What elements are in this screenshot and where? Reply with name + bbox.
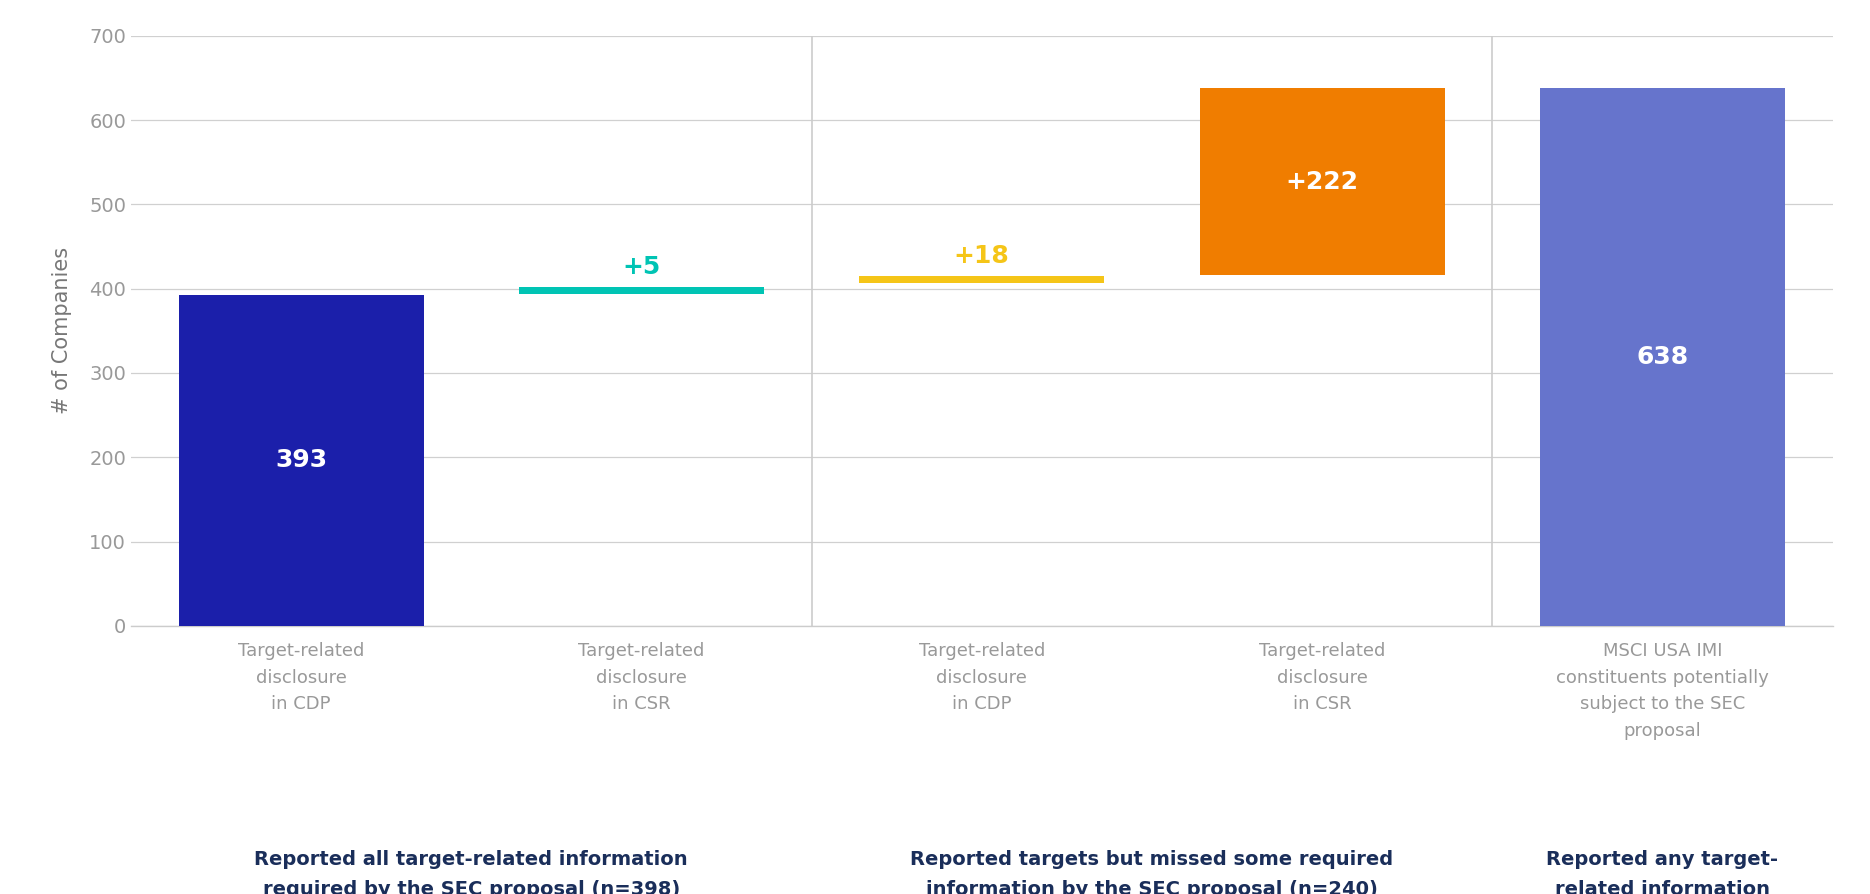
Text: Reported targets but missed some required
information by the SEC proposal (n=240: Reported targets but missed some require… — [911, 850, 1393, 894]
Bar — [858, 276, 1105, 283]
Text: +5: +5 — [623, 255, 660, 279]
Text: +18: +18 — [954, 243, 1010, 267]
Bar — [1539, 88, 1786, 626]
Text: Reported all target-related information
required by the SEC proposal (n=398): Reported all target-related information … — [254, 850, 688, 894]
Bar — [518, 287, 765, 294]
Text: Reported any target-
related information: Reported any target- related information — [1546, 850, 1778, 894]
Y-axis label: # of Companies: # of Companies — [52, 248, 73, 414]
Text: 393: 393 — [275, 448, 327, 472]
Bar — [1199, 88, 1446, 275]
Text: 638: 638 — [1636, 345, 1689, 369]
Bar — [178, 294, 424, 626]
Text: +222: +222 — [1285, 170, 1359, 194]
